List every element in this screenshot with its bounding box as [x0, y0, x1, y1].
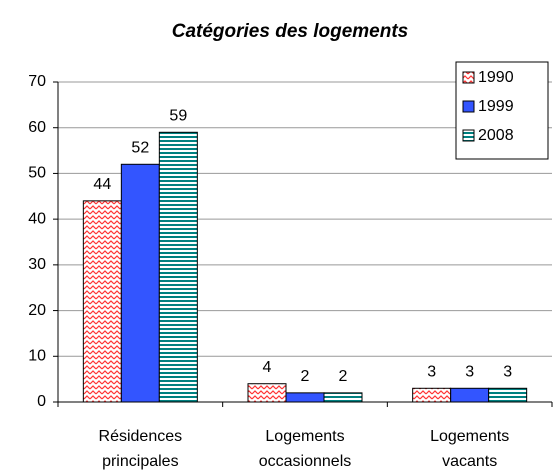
chart-title: Catégories des logements — [172, 21, 409, 42]
bar — [412, 387, 452, 403]
data-label: 3 — [503, 364, 512, 381]
data-label: 3 — [465, 364, 474, 381]
bar — [120, 163, 160, 403]
y-tick-label: 30 — [28, 256, 46, 273]
bar — [450, 387, 490, 403]
y-tick-label: 20 — [28, 302, 46, 319]
legend-label: 2008 — [478, 127, 514, 144]
y-tick-label: 50 — [28, 165, 46, 182]
legend-swatch — [462, 129, 475, 142]
y-tick-label: 0 — [37, 393, 46, 410]
y-tick-label: 70 — [28, 73, 46, 90]
data-label: 2 — [301, 368, 310, 385]
y-tick-label: 60 — [28, 119, 46, 136]
legend-swatch — [462, 100, 475, 113]
x-tick-label: Résidences principales — [98, 428, 183, 470]
y-tick-label: 10 — [28, 348, 46, 365]
bar — [247, 383, 287, 403]
data-label: 4 — [263, 359, 272, 376]
legend-label: 1990 — [478, 69, 514, 86]
bar — [285, 392, 325, 403]
x-tick-label: Logements vacants — [430, 428, 510, 470]
legend-swatch — [462, 71, 475, 84]
data-label: 2 — [339, 368, 348, 385]
data-label: 52 — [131, 140, 149, 157]
bar — [158, 131, 198, 403]
data-label: 44 — [93, 176, 111, 193]
data-label: 59 — [169, 108, 187, 125]
y-tick-label: 40 — [28, 210, 46, 227]
bar — [82, 200, 122, 403]
legend-label: 1999 — [478, 98, 514, 115]
bar — [323, 392, 363, 403]
data-label: 3 — [427, 364, 436, 381]
x-tick-label: Logements occasionnels — [258, 428, 352, 470]
bar — [488, 387, 528, 403]
